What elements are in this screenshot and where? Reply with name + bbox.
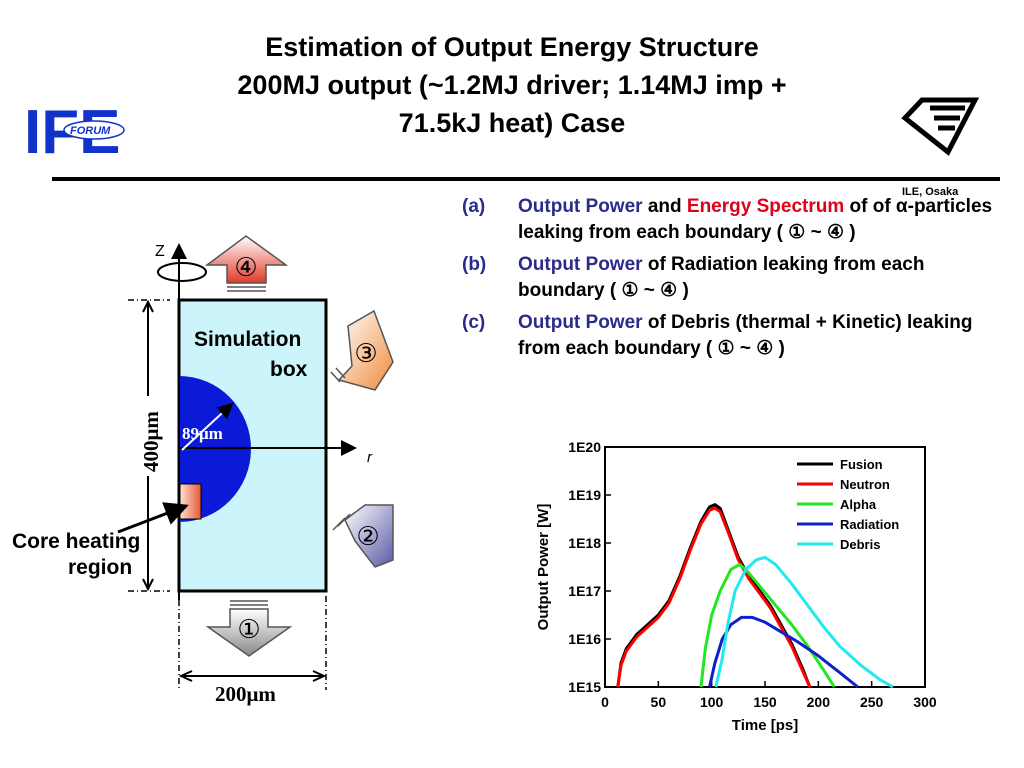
item-c-label: (c) [462,312,486,333]
y-tick-label: 1E19 [568,487,601,503]
y-tick-label: 1E17 [568,583,601,599]
item-a-highlight-2: Energy Spectrum [686,196,845,217]
x-tick-label: 0 [601,694,609,710]
x-tick-label: 100 [700,694,724,710]
core-label-line2: region [68,556,132,579]
title-line-2: 200MJ output (~1.2MJ driver; 1.14MJ imp … [237,70,787,100]
series-line-debris [714,555,894,689]
x-tick-label: 150 [753,694,777,710]
y-tick-label: 1E16 [568,631,601,647]
item-a-mid: and [642,196,687,217]
z-axis-label: Z [155,243,165,260]
item-a: (a) Output Power and Energy Spectrum of … [462,194,1014,246]
title-line-1: Estimation of Output Energy Structure [265,32,759,62]
boundary-arrow-2: ② [332,504,394,568]
rotation-symbol [157,262,207,282]
arrow-4-label: ④ [234,253,257,283]
radius-label: 89μm [182,424,223,443]
title-line-3: 71.5kJ heat) Case [398,108,626,138]
legend-label: Neutron [840,477,890,492]
forum-logo-text: FORUM [70,125,111,137]
x-tick-label: 50 [651,694,667,710]
core-label-line1: Core heating [12,530,140,553]
height-label: 400μm [139,411,163,472]
slide-title: Estimation of Output Energy Structure 20… [150,28,874,142]
item-b-label: (b) [462,254,487,275]
x-tick-label: 250 [860,694,884,710]
description-list: (a) Output Power and Energy Spectrum of … [462,194,1014,368]
x-tick-label: 200 [807,694,831,710]
item-b-highlight: Output Power [518,254,643,275]
chart-y-label: Output Power [W] [535,504,552,631]
ife-logo: IFE FORUM [24,98,125,167]
core-pointer [117,502,189,534]
series-line-neutron [616,506,812,688]
arrow-1-label: ① [237,615,260,645]
x-tick-label: 300 [913,694,937,710]
boundary-arrow-4: ④ [204,235,289,292]
chart-x-label: Time [ps] [732,717,798,734]
title-divider [52,177,1000,181]
item-c-text: of Debris (thermal + Kinetic) leaking fr… [518,312,973,359]
arrow-3-label: ③ [354,339,377,369]
item-a-label: (a) [462,196,486,217]
y-tick-label: 1E18 [568,535,601,551]
ile-osaka-label: ILE, Osaka [902,186,959,198]
legend-label: Radiation [840,517,899,532]
legend-label: Alpha [840,497,877,512]
r-axis-label: r [367,449,373,466]
legend-label: Debris [840,537,880,552]
boundary-arrow-1: ① [205,600,293,657]
item-b: (b) Output Power of Radiation leaking fr… [462,252,1014,304]
chart-plot-area [604,446,926,688]
y-tick-label: 1E20 [568,439,601,455]
core-heating-region [179,483,202,520]
width-label: 200μm [215,682,276,706]
box-label: box [270,358,308,381]
radius-arrow [181,402,234,451]
item-c-highlight: Output Power [518,312,643,333]
ile-logo [901,97,980,156]
item-c: (c) Output Power of Debris (thermal + Ki… [462,310,1014,362]
item-a-text: of of α-particles leaking from each boun… [518,196,993,243]
output-power-chart: 0 50 100 150 200 250 300 1E15 1E16 1E17 1E18 1E19 1E… [535,439,937,734]
series-line-radiation [708,615,859,689]
simulation-label: Simulation [194,328,301,351]
y-tick-label: 1E15 [568,679,601,695]
item-b-text: of Radiation leaking from each boundary … [518,254,925,301]
arrow-2-label: ② [356,522,379,552]
item-a-highlight-1: Output Power [518,196,643,217]
legend-label: Fusion [840,457,883,472]
boundary-arrow-3: ③ [330,309,394,391]
